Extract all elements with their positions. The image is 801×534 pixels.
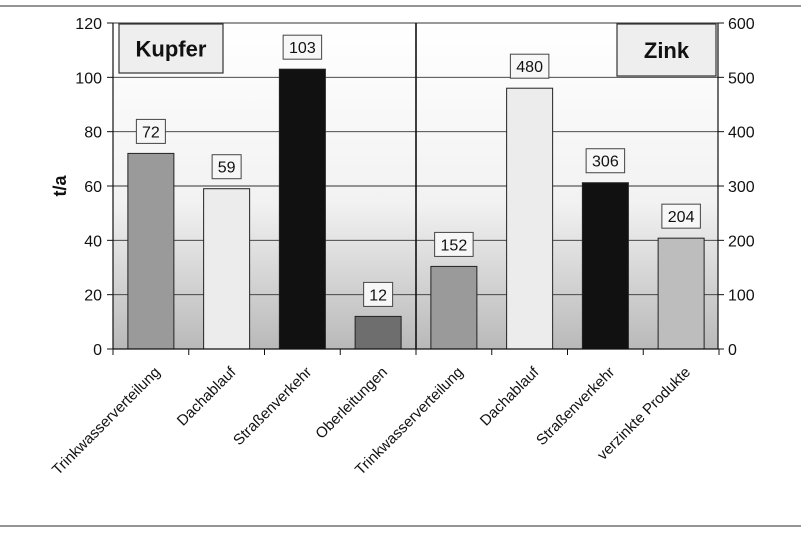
bar-kupfer-2 <box>203 188 251 350</box>
panel-title-box <box>616 23 717 77</box>
y-tick-label-right: 100 <box>728 288 755 305</box>
data-label: 306 <box>592 154 619 171</box>
y-tick-label-right: 0 <box>728 342 737 359</box>
x-category-label: Trinkwasserverteilung <box>49 364 164 479</box>
y-tick-label-left: 120 <box>75 16 102 33</box>
y-tick-label-right: 400 <box>728 125 755 142</box>
bar-zink-4 <box>657 237 705 350</box>
data-label: 12 <box>369 287 387 304</box>
y-tick-label-left: 20 <box>84 288 102 305</box>
data-label-box <box>363 281 394 307</box>
y-tick-label-left: 80 <box>84 125 102 142</box>
y-tick-label-right: 200 <box>728 233 755 250</box>
data-label: 152 <box>441 237 468 254</box>
data-label-box <box>211 154 242 180</box>
data-label: 72 <box>142 124 160 141</box>
bar-zink-2 <box>506 87 554 350</box>
data-label-box <box>585 148 626 174</box>
y-tick-label-right: 600 <box>728 16 755 33</box>
x-category-label: Straßenverkehr <box>230 364 315 449</box>
data-label: 103 <box>289 40 316 57</box>
bar-kupfer-4 <box>354 315 402 350</box>
data-label: 480 <box>516 59 543 76</box>
data-label-box <box>434 231 474 257</box>
x-category-label: Dachablauf <box>477 363 543 429</box>
y-tick-label-left: 0 <box>93 342 102 359</box>
data-label: 204 <box>668 209 695 226</box>
x-category-label: Oberleitungen <box>312 364 391 443</box>
y-tick-label-right: 300 <box>728 179 755 196</box>
y-tick-label-left: 60 <box>84 179 102 196</box>
data-label-box <box>509 53 550 79</box>
data-label-box <box>661 203 701 229</box>
data-label-box <box>282 34 323 60</box>
panel-title: Zink <box>644 38 690 63</box>
y-axis-label: t/a <box>50 175 70 197</box>
bar-kupfer-1 <box>127 152 175 350</box>
y-tick-label-right: 500 <box>728 70 755 87</box>
bar-kupfer-3 <box>278 68 326 350</box>
panel-title-box <box>118 23 224 74</box>
bar-zink-1 <box>430 265 478 350</box>
data-label: 59 <box>218 160 236 177</box>
x-category-label: Dachablauf <box>174 363 240 429</box>
data-label-box <box>135 118 166 144</box>
bar-zink-3 <box>581 182 629 350</box>
y-tick-label-left: 40 <box>84 233 102 250</box>
x-category-label: Straßenverkehr <box>533 364 618 449</box>
y-tick-label-left: 100 <box>75 70 102 87</box>
panel-title: Kupfer <box>136 37 207 62</box>
